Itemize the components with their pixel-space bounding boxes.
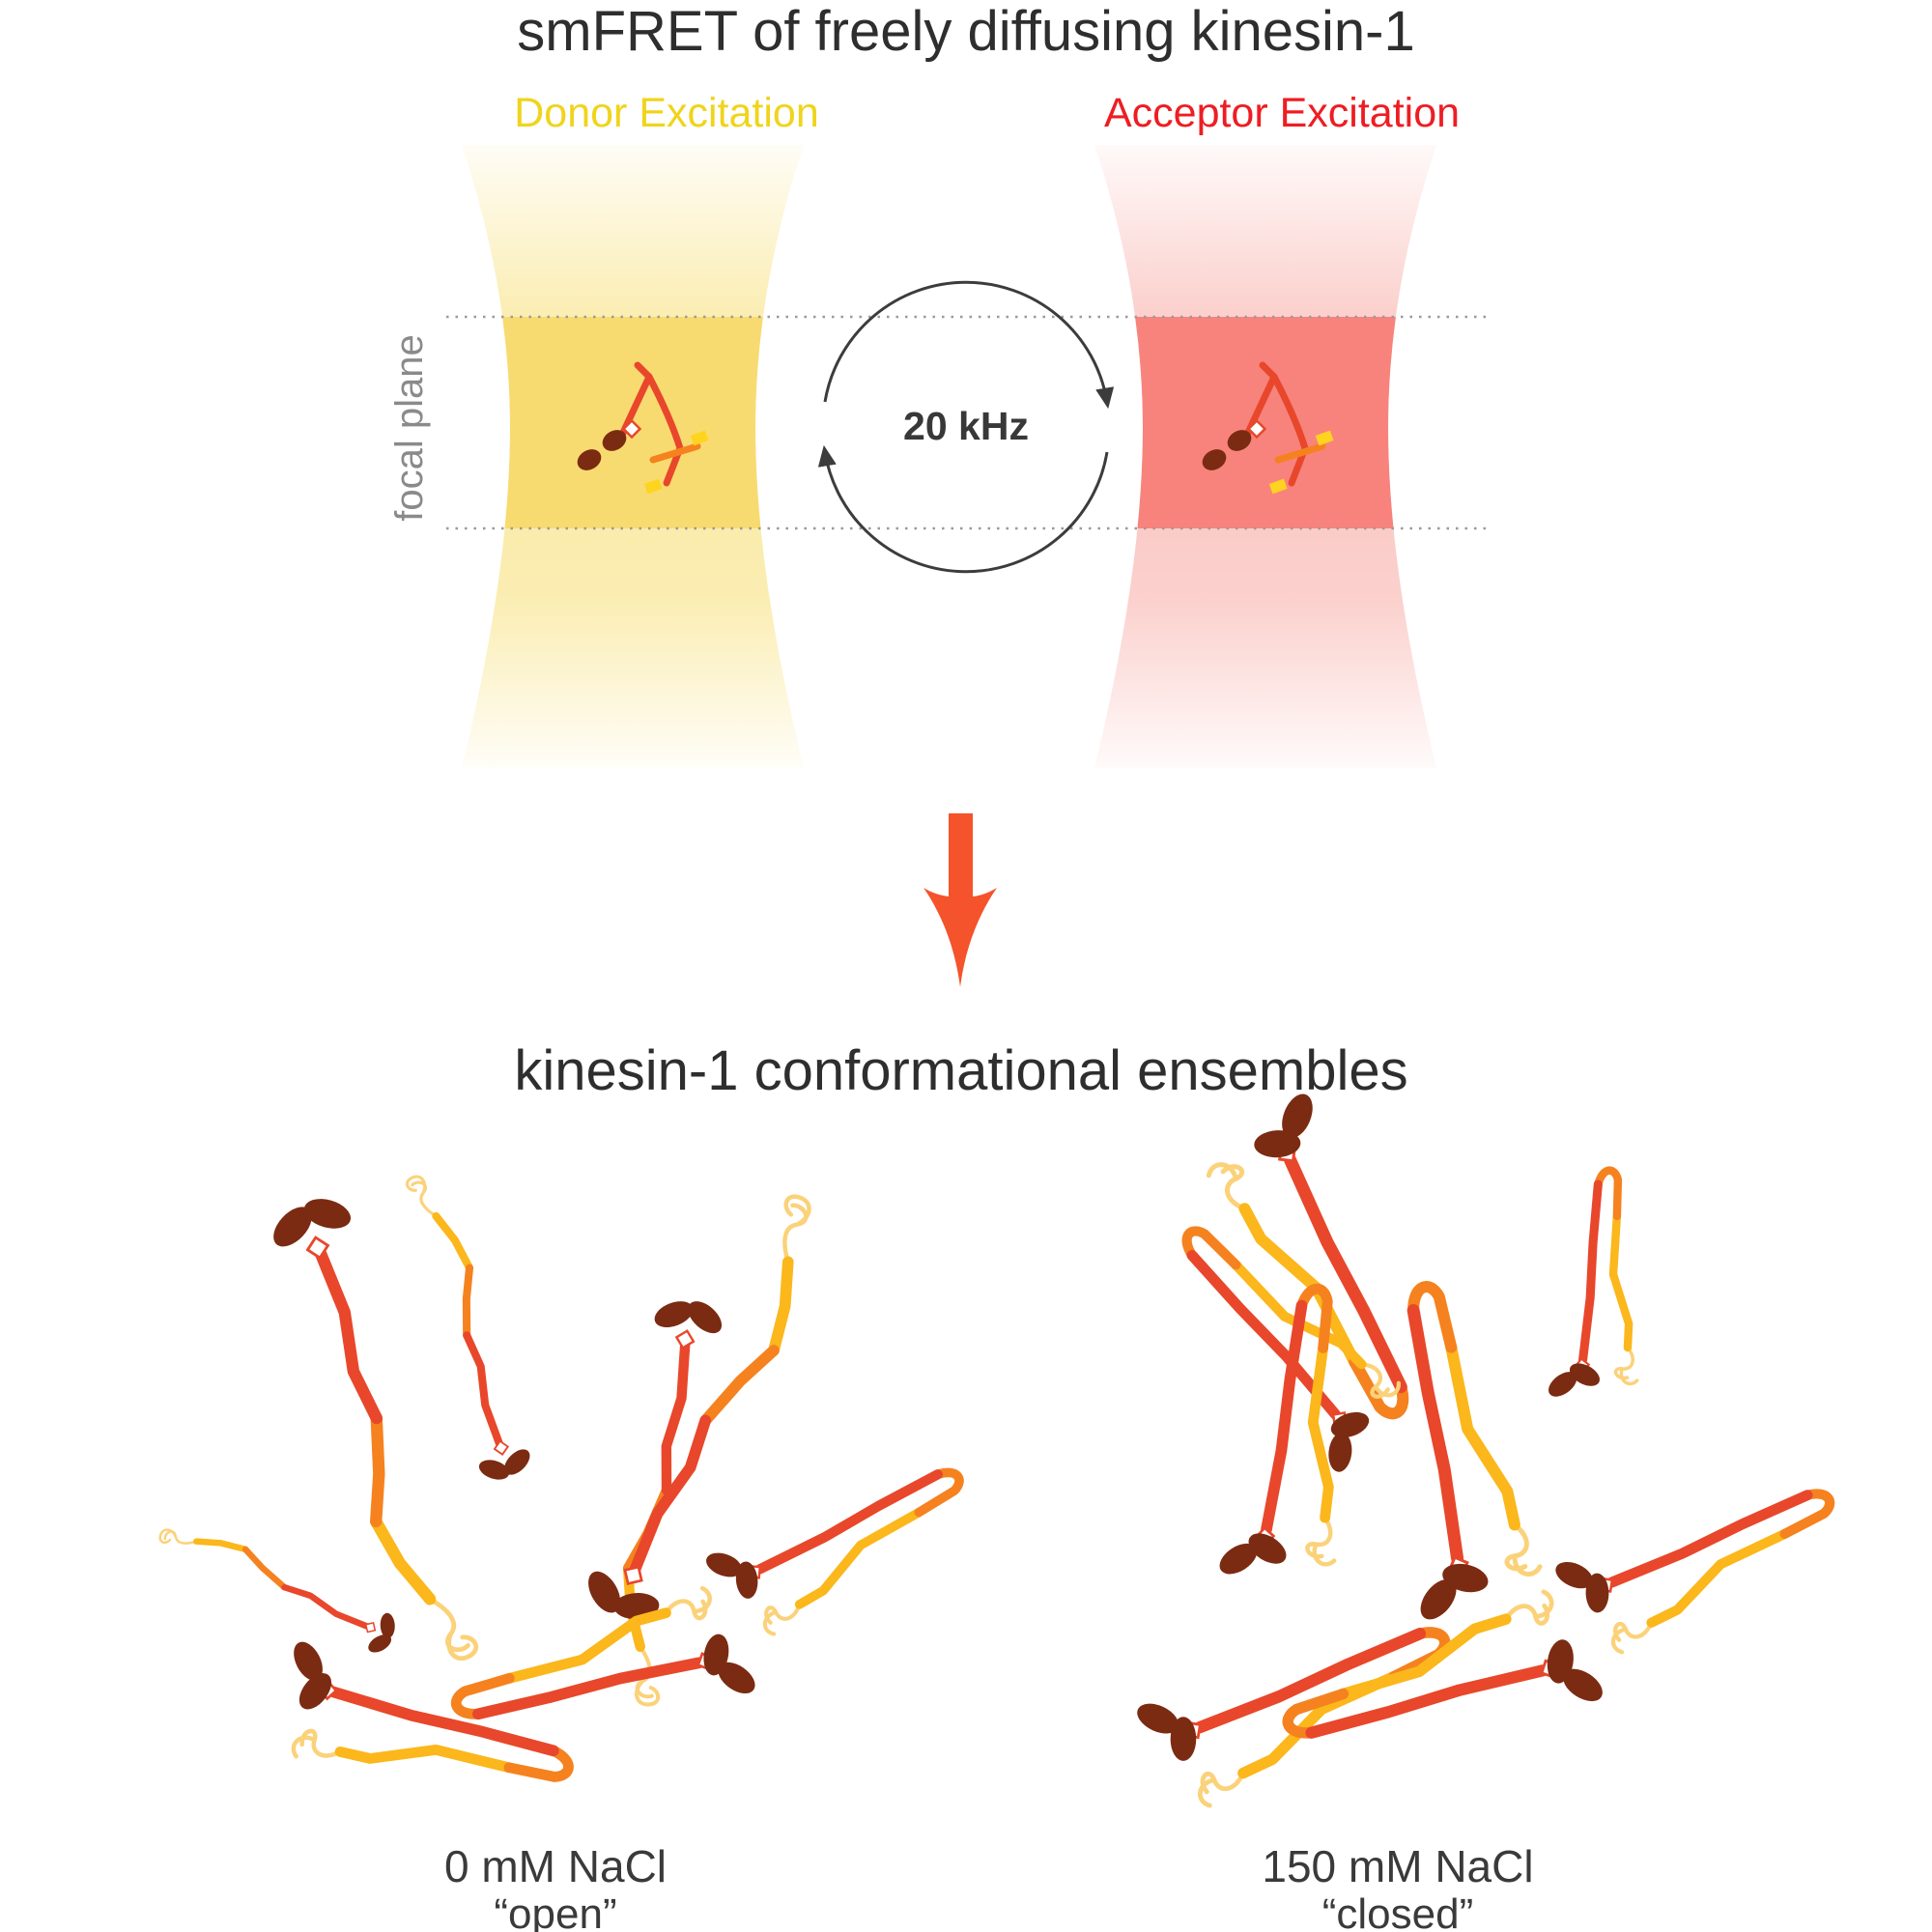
figure-title: smFRET of freely diffusing kinesin-1	[517, 0, 1414, 63]
alternation-rate-label: 20 kHz	[903, 404, 1029, 448]
kinesin-molecule	[1545, 1409, 1833, 1665]
ensemble-closed	[1124, 1081, 1834, 1834]
kinesin-molecule	[260, 1179, 478, 1680]
donor-excitation-label: Donor Excitation	[514, 90, 819, 136]
kinesin-molecule	[1519, 1170, 1643, 1403]
acceptor-excitation-label: Acceptor Excitation	[1104, 90, 1460, 136]
condition-salt-open: 0 mM NaCl	[444, 1841, 667, 1891]
kinesin-molecule	[406, 1165, 538, 1492]
acceptor-beam	[1094, 145, 1436, 768]
condition-state-closed: “closed”	[1322, 1890, 1474, 1932]
kinesin-molecule	[1201, 1289, 1343, 1581]
donor-beam	[462, 145, 804, 768]
kinesin-molecule	[696, 1397, 963, 1647]
alternation-cycle-icon	[817, 280, 1115, 574]
focal-plane-label: focal plane	[388, 334, 431, 521]
down-arrow-icon	[923, 813, 997, 987]
condition-state-open: “open”	[494, 1890, 616, 1932]
ensembles-title: kinesin-1 conformational ensembles	[514, 1039, 1407, 1102]
ensemble-open	[157, 1165, 963, 1812]
kinesin-molecule	[1124, 1227, 1413, 1483]
condition-salt-closed: 150 mM NaCl	[1262, 1841, 1533, 1891]
